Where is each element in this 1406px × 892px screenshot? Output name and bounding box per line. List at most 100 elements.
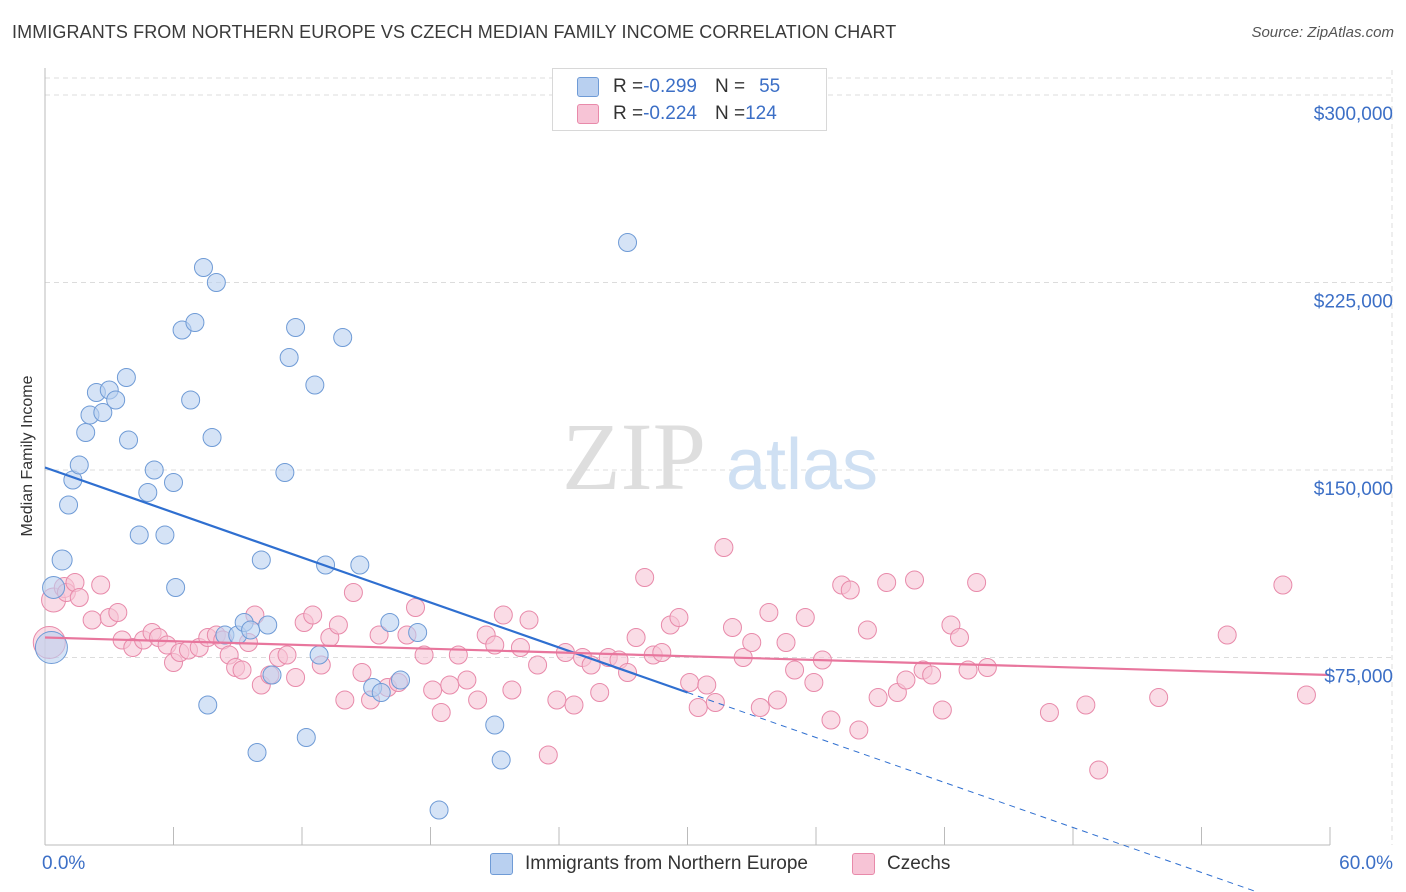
data-point xyxy=(286,668,306,687)
data-point xyxy=(795,608,815,627)
legend-r-value: -0.224 xyxy=(643,103,697,124)
data-point xyxy=(949,628,969,647)
data-point xyxy=(590,683,610,702)
data-point xyxy=(485,715,505,735)
data-point xyxy=(431,703,451,722)
data-point xyxy=(138,483,158,502)
data-point xyxy=(108,603,128,622)
axes-layer xyxy=(44,68,1331,846)
data-point xyxy=(164,473,183,492)
data-point xyxy=(429,800,449,820)
data-point xyxy=(262,665,282,685)
stats-legend: R = -0.299 N = 55 R = -0.224 N = 124 xyxy=(552,68,827,131)
data-point xyxy=(896,670,916,690)
legend-r-label: R = xyxy=(613,76,644,97)
watermark-atlas: atlas xyxy=(726,425,878,505)
data-point xyxy=(750,698,770,717)
data-point xyxy=(198,695,218,715)
y-tick-label: $225,000 xyxy=(1314,292,1393,313)
data-point xyxy=(309,645,329,665)
data-point xyxy=(193,258,213,277)
data-point xyxy=(34,631,68,664)
data-point xyxy=(1089,760,1109,780)
data-point xyxy=(380,613,400,632)
y-tick-label: $75,000 xyxy=(1324,667,1393,688)
legend-label: Immigrants from Northern Europe xyxy=(525,853,808,874)
data-point xyxy=(328,615,348,635)
data-point xyxy=(369,625,389,645)
data-point xyxy=(93,403,113,422)
data-point xyxy=(1217,625,1237,645)
data-point xyxy=(868,688,888,707)
legend-item-czechs[interactable]: Czechs xyxy=(852,852,950,876)
data-point xyxy=(371,683,391,702)
data-point xyxy=(849,720,869,740)
data-point xyxy=(286,318,306,337)
legend-r-label: R = xyxy=(613,103,644,124)
data-point xyxy=(275,463,295,482)
legend-swatch-pink xyxy=(577,104,599,124)
data-point xyxy=(510,638,530,657)
data-point xyxy=(277,645,297,665)
data-point xyxy=(251,550,271,570)
data-point xyxy=(776,633,796,652)
data-point xyxy=(626,628,646,647)
legend-swatch-pink xyxy=(852,853,875,875)
legend-item-northern-europe[interactable]: Immigrants from Northern Europe xyxy=(490,852,808,876)
data-point xyxy=(202,428,222,447)
data-point xyxy=(91,575,111,595)
data-point xyxy=(69,455,89,475)
data-point xyxy=(391,670,411,690)
data-point xyxy=(106,390,126,410)
data-point xyxy=(333,328,353,347)
y-tick-label: $300,000 xyxy=(1314,104,1393,125)
data-point xyxy=(705,693,725,712)
source-attribution: Source: ZipAtlas.com xyxy=(1251,24,1394,41)
legend-n-label: N = xyxy=(714,103,746,124)
data-point xyxy=(408,623,428,642)
data-point xyxy=(785,660,805,680)
data-point xyxy=(1273,575,1293,595)
data-point xyxy=(1296,685,1316,705)
data-point xyxy=(279,348,299,367)
trend-line-czechs xyxy=(44,636,1331,677)
data-point xyxy=(564,695,584,715)
data-point xyxy=(468,690,488,710)
legend-n-label: N = xyxy=(714,76,746,97)
data-point xyxy=(697,675,717,695)
data-point xyxy=(519,610,539,630)
data-point xyxy=(305,375,325,395)
data-point xyxy=(82,610,102,630)
trend-line-northern-europe xyxy=(44,466,688,694)
data-point xyxy=(166,578,186,597)
legend-row-northern-europe: R = -0.299 N = 55 xyxy=(577,76,780,98)
data-point xyxy=(1149,688,1169,707)
legend-swatch-blue xyxy=(577,77,599,97)
legend-n-value: 55 xyxy=(759,76,781,97)
x-tick-labels: 0.0% 60.0% xyxy=(42,853,1393,874)
data-point xyxy=(181,390,201,410)
watermark: ZIP atlas xyxy=(562,403,878,510)
data-point xyxy=(618,233,638,252)
data-point xyxy=(547,690,567,710)
data-point xyxy=(742,633,762,652)
data-point xyxy=(502,680,522,700)
data-point xyxy=(59,495,79,515)
data-point xyxy=(804,673,824,692)
data-point xyxy=(538,745,558,765)
data-point xyxy=(116,368,136,387)
y-axis-title: Median Family Income xyxy=(19,375,36,537)
data-point xyxy=(76,423,96,442)
legend-swatch-blue xyxy=(490,853,513,875)
data-point xyxy=(350,555,370,575)
data-point xyxy=(714,538,734,557)
data-point xyxy=(343,583,363,602)
legend-r-value: -0.299 xyxy=(643,76,697,97)
data-point xyxy=(232,660,252,680)
data-point xyxy=(69,588,89,607)
data-point xyxy=(247,743,267,762)
data-point xyxy=(767,690,787,710)
chart-title: IMMIGRANTS FROM NORTHERN EUROPE VS CZECH… xyxy=(12,22,897,42)
czechs-points xyxy=(32,538,1316,780)
